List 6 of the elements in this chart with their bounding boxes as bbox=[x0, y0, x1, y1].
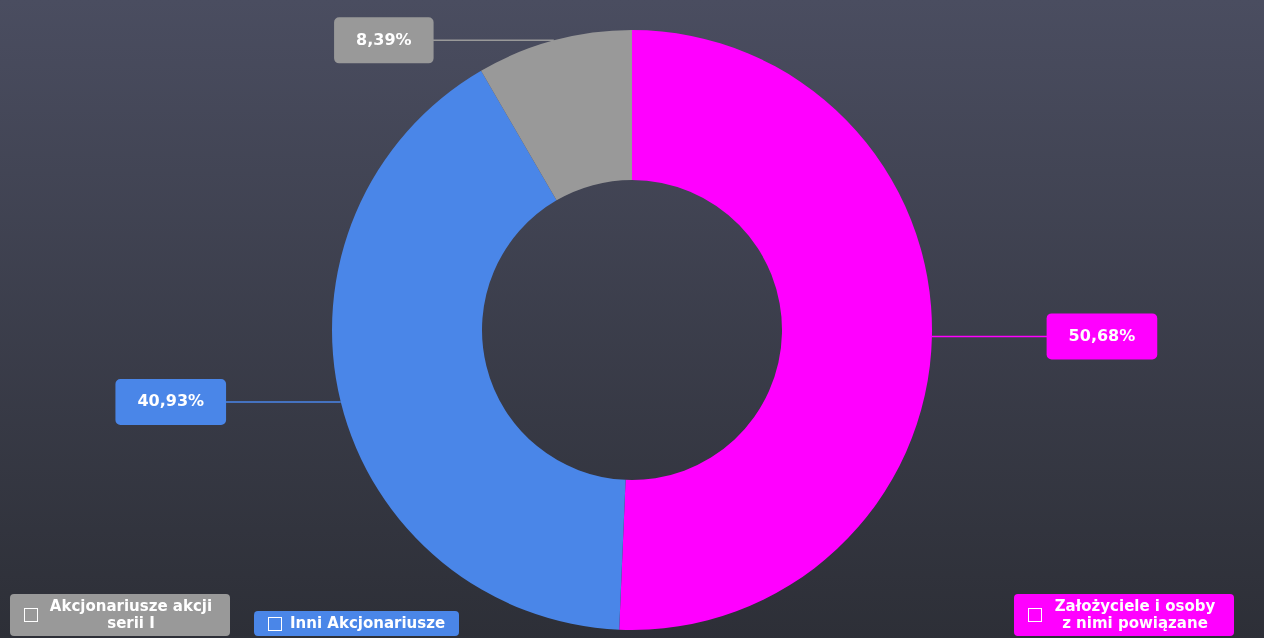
data-label: 8,39% bbox=[356, 29, 412, 49]
data-label: 40,93% bbox=[137, 391, 205, 411]
legend-label: Akcjonariusze akcji serii I bbox=[48, 597, 214, 632]
data-label: 50,68% bbox=[1068, 325, 1136, 345]
slice-label: Założyciele i osoby z nimi powiązane bbox=[1053, 597, 1217, 632]
legend-label: Inni Akcjonariusze bbox=[290, 614, 446, 632]
